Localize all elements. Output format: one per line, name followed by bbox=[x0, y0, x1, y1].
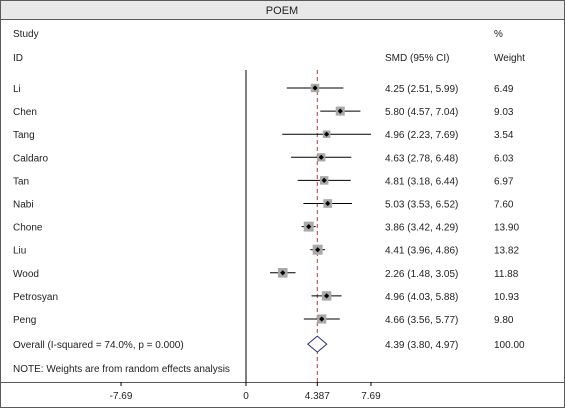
weight-text: 11.88 bbox=[494, 269, 519, 280]
study-row: Li 4.25 (2.51, 5.99) 6.49 bbox=[13, 83, 514, 95]
point-estimate bbox=[312, 85, 318, 91]
point-estimate bbox=[324, 131, 330, 137]
weight-text: 7.60 bbox=[494, 200, 514, 211]
ci-text: 4.63 (2.78, 6.48) bbox=[385, 153, 458, 164]
study-label: Caldaro bbox=[13, 153, 48, 164]
study-row: Tang 4.96 (2.23, 7.69) 3.54 bbox=[13, 130, 514, 141]
weight-text: 9.03 bbox=[494, 107, 514, 118]
study-row: Chone 3.86 (3.42, 4.29) 13.90 bbox=[13, 221, 519, 234]
point-estimate bbox=[280, 270, 286, 276]
overall-weight-text: 100.00 bbox=[494, 340, 525, 351]
ci-text: 3.86 (3.42, 4.29) bbox=[385, 223, 458, 234]
study-row: Nabi 5.03 (3.53, 6.52) 7.60 bbox=[13, 199, 514, 211]
weight-text: 13.90 bbox=[494, 223, 519, 234]
ci-text: 5.80 (4.57, 7.04) bbox=[385, 107, 458, 118]
x-tick-label: 7.69 bbox=[361, 391, 381, 402]
study-label: Chen bbox=[13, 107, 37, 118]
study-row: Peng 4.66 (3.56, 5.77) 9.80 bbox=[13, 314, 514, 326]
point-estimate bbox=[306, 224, 312, 230]
weight-text: 6.03 bbox=[494, 153, 514, 164]
overall-row: Overall (I-squared = 74.0%, p = 0.000) 4.… bbox=[13, 335, 525, 353]
weights-note: NOTE: Weights are from random effects an… bbox=[13, 364, 230, 375]
x-tick-label: 0 bbox=[243, 391, 249, 402]
ci-text: 4.96 (2.23, 7.69) bbox=[385, 130, 458, 141]
study-label: Liu bbox=[13, 246, 26, 257]
ci-text: 4.25 (2.51, 5.99) bbox=[385, 84, 458, 95]
study-label: Li bbox=[13, 84, 21, 95]
study-label: Peng bbox=[13, 315, 36, 326]
study-row: Liu 4.41 (3.96, 4.86) 13.82 bbox=[13, 244, 519, 257]
study-label: Tan bbox=[13, 176, 29, 187]
study-row: Chen 5.80 (4.57, 7.04) 9.03 bbox=[13, 106, 514, 118]
title-bar bbox=[1, 1, 564, 19]
percent-header: % bbox=[494, 29, 503, 40]
study-label: Petrosyan bbox=[13, 292, 58, 303]
id-header: ID bbox=[13, 53, 23, 64]
weight-header: Weight bbox=[494, 53, 525, 64]
overall-ci-text: 4.39 (3.80, 4.97) bbox=[385, 340, 458, 351]
study-row: Tan 4.81 (3.18, 6.44) 6.97 bbox=[13, 176, 514, 187]
weight-text: 10.93 bbox=[494, 292, 519, 303]
overall-label: Overall (I-squared = 74.0%, p = 0.000) bbox=[13, 340, 184, 351]
chart-title: POEM bbox=[266, 5, 298, 17]
weight-text: 9.80 bbox=[494, 315, 514, 326]
ci-text: 4.41 (3.96, 4.86) bbox=[385, 246, 458, 257]
pooled-diamond bbox=[306, 335, 328, 353]
x-tick-label: -7.69 bbox=[110, 391, 133, 402]
study-header: Study bbox=[13, 29, 39, 40]
point-estimate bbox=[337, 108, 343, 114]
point-estimate bbox=[318, 154, 324, 160]
ci-text: 2.26 (1.48, 3.05) bbox=[385, 269, 458, 280]
ci-text: 4.66 (3.56, 5.77) bbox=[385, 315, 458, 326]
study-label: Tang bbox=[13, 130, 35, 141]
study-row: Petrosyan 4.96 (4.03, 5.88) 10.93 bbox=[13, 291, 519, 303]
weight-text: 13.82 bbox=[494, 246, 519, 257]
point-estimate bbox=[319, 316, 325, 322]
ci-text: 4.96 (4.03, 5.88) bbox=[385, 292, 458, 303]
point-estimate bbox=[315, 247, 321, 253]
weight-text: 6.49 bbox=[494, 84, 514, 95]
weight-text: 3.54 bbox=[494, 130, 514, 141]
ci-text: 5.03 (3.53, 6.52) bbox=[385, 200, 458, 211]
study-label: Wood bbox=[13, 269, 39, 280]
weight-text: 6.97 bbox=[494, 176, 514, 187]
study-row: Wood 2.26 (1.48, 3.05) 11.88 bbox=[13, 267, 519, 280]
effect-header: SMD (95% CI) bbox=[385, 53, 449, 64]
point-estimate bbox=[325, 200, 331, 207]
study-label: Nabi bbox=[13, 200, 34, 211]
study-label: Chone bbox=[13, 223, 43, 234]
study-row: Caldaro 4.63 (2.78, 6.48) 6.03 bbox=[13, 153, 514, 164]
ci-text: 4.81 (3.18, 6.44) bbox=[385, 176, 458, 187]
point-estimate bbox=[321, 177, 327, 183]
x-tick-label: 4.387 bbox=[305, 391, 330, 402]
point-estimate bbox=[324, 293, 330, 299]
